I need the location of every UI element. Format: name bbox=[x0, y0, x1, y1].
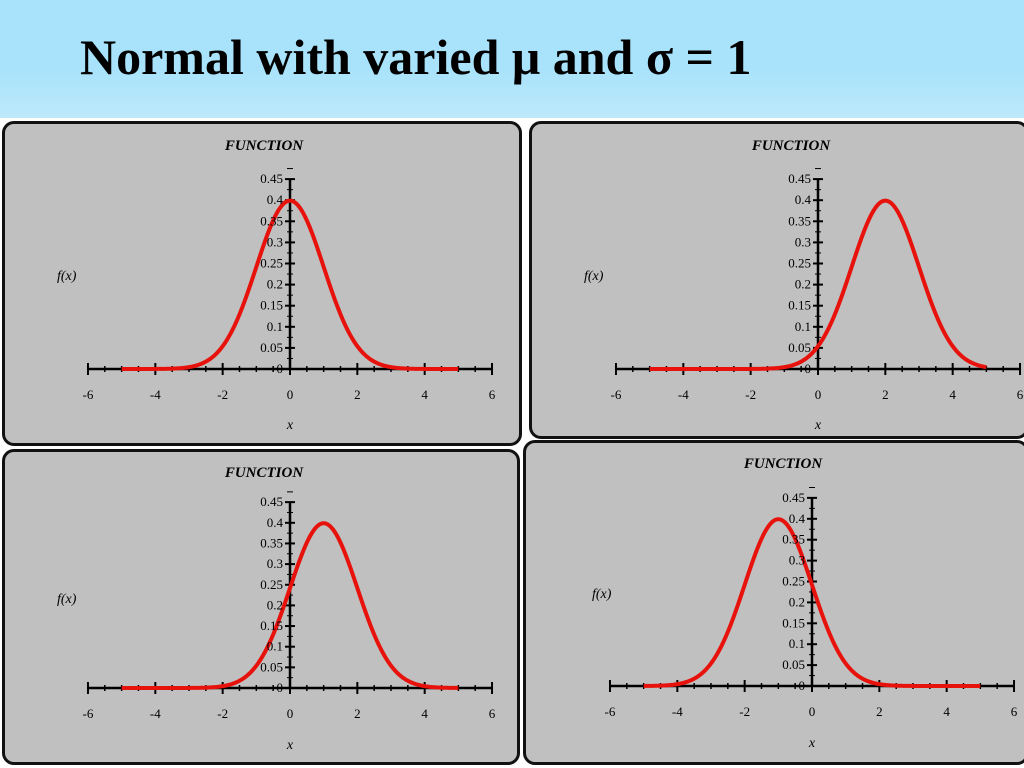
density-curve bbox=[120, 521, 460, 690]
chart-4: FUNCTION f(x) x -6 -4 -2 0 2 4 6 0 0.05 0.1 0.15 0.2 0.… bbox=[592, 456, 1018, 751]
chart-3: FUNCTION f(x) x -6 -4 -2 0 2 4 6 0 0.05 0.1 0.15 0.2 0.… bbox=[57, 465, 496, 753]
y-tick-label: 0.35 bbox=[260, 535, 283, 550]
y-tick-label: 0 bbox=[805, 361, 812, 376]
y-tick-label: 0.2 bbox=[267, 597, 283, 612]
x-tick-label: 0 bbox=[287, 387, 294, 402]
y-tick-label: 0.3 bbox=[267, 234, 283, 249]
x-axis-label: x bbox=[808, 736, 816, 751]
x-tick-label: -2 bbox=[745, 387, 756, 402]
y-tick-label: 0.45 bbox=[782, 490, 805, 505]
x-tick-label: 4 bbox=[949, 387, 956, 402]
y-tick-label: 0.1 bbox=[789, 636, 805, 651]
x-tick-label: 2 bbox=[882, 387, 889, 402]
y-axis-label: f(x) bbox=[57, 592, 77, 607]
chart-title: FUNCTION bbox=[224, 138, 305, 154]
y-tick-label: 0.45 bbox=[788, 171, 811, 186]
y-tick-label: 0 bbox=[277, 361, 284, 376]
y-tick-label: 0.15 bbox=[782, 615, 805, 630]
x-tick-label: -6 bbox=[611, 387, 622, 402]
y-tick-label: 0.45 bbox=[260, 494, 283, 509]
y-tick-label: 0 bbox=[799, 678, 806, 693]
x-tick-label: 6 bbox=[489, 387, 496, 402]
y-tick-label: 0.35 bbox=[260, 213, 283, 228]
title-bar: Normal with varied μ and σ = 1 bbox=[0, 0, 1024, 118]
x-tick-label: -2 bbox=[217, 387, 228, 402]
y-tick-label: 0.4 bbox=[267, 192, 284, 207]
chart-title: FUNCTION bbox=[224, 465, 305, 481]
x-tick-label: -4 bbox=[678, 387, 689, 402]
x-tick-label: 0 bbox=[815, 387, 822, 402]
y-tick-label: 0 bbox=[277, 680, 284, 695]
x-tick-label: 4 bbox=[421, 706, 428, 721]
x-tick-label: -6 bbox=[605, 704, 616, 719]
chart-2: FUNCTION f(x) x -6 -4 -2 0 2 4 6 0 0.05 0.1 0.15 0.2 0.… bbox=[584, 138, 1024, 433]
y-tick-label: 0.2 bbox=[789, 594, 805, 609]
y-tick-label: 0.05 bbox=[260, 659, 283, 674]
y-tick-label: 0.05 bbox=[788, 340, 811, 355]
y-tick-label: 0.25 bbox=[260, 256, 283, 271]
y-tick-label: 0.3 bbox=[795, 234, 811, 249]
y-tick-label: 0.25 bbox=[260, 577, 283, 592]
chart-title: FUNCTION bbox=[751, 138, 832, 154]
y-axis-label: f(x) bbox=[592, 587, 612, 602]
x-axis-label: x bbox=[286, 738, 294, 753]
y-tick-label: 0.4 bbox=[789, 511, 806, 526]
x-tick-label: 0 bbox=[809, 704, 816, 719]
chart-title: FUNCTION bbox=[743, 456, 824, 472]
y-tick-label: 0.05 bbox=[260, 340, 283, 355]
chart-1: FUNCTION f(x) x -6 -4 -2 0 2 4 6 0 0.05 0.1 0.15 0.2 0.… bbox=[57, 138, 496, 433]
y-tick-label: 0.3 bbox=[789, 553, 805, 568]
x-tick-label: -6 bbox=[83, 387, 94, 402]
x-tick-label: -2 bbox=[739, 704, 750, 719]
y-tick-label: 0.1 bbox=[267, 319, 283, 334]
chart-panel-4: FUNCTION f(x) x -6 -4 -2 0 2 4 6 0 0.05 0.1 0.15 0.2 0.… bbox=[523, 440, 1024, 765]
y-tick-label: 0.25 bbox=[782, 574, 805, 589]
y-tick-label: 0.3 bbox=[267, 556, 283, 571]
y-tick-label: 0.35 bbox=[782, 532, 805, 547]
slide-title: Normal with varied μ and σ = 1 bbox=[80, 29, 752, 85]
y-tick-label: 0.1 bbox=[795, 319, 811, 334]
x-tick-label: -6 bbox=[83, 706, 94, 721]
x-tick-label: -4 bbox=[150, 387, 161, 402]
y-tick-label: 0.05 bbox=[782, 657, 805, 672]
chart-panel-3: FUNCTION f(x) x -6 -4 -2 0 2 4 6 0 0.05 0.1 0.15 0.2 0.… bbox=[2, 449, 520, 765]
density-curve bbox=[648, 198, 988, 371]
y-tick-label: 0.25 bbox=[788, 256, 811, 271]
x-tick-label: -4 bbox=[150, 706, 161, 721]
y-tick-label: 0.2 bbox=[267, 277, 283, 292]
x-tick-label: 4 bbox=[421, 387, 428, 402]
x-tick-label: 6 bbox=[1017, 387, 1024, 402]
y-tick-label: 0.1 bbox=[267, 639, 283, 654]
y-tick-label: 0.4 bbox=[795, 192, 812, 207]
y-tick-label: 0.15 bbox=[260, 618, 283, 633]
x-axis-label: x bbox=[286, 418, 294, 433]
chart-panel-1: FUNCTION f(x) x -6 -4 -2 0 2 4 6 0 0.05 0.1 0.15 0.2 0.… bbox=[2, 121, 522, 446]
x-tick-label: 6 bbox=[1011, 704, 1018, 719]
y-tick-label: 0.15 bbox=[260, 298, 283, 313]
x-tick-label: 2 bbox=[354, 706, 361, 721]
x-tick-label: -2 bbox=[217, 706, 228, 721]
y-axis-label: f(x) bbox=[584, 269, 604, 284]
density-curve bbox=[642, 517, 982, 688]
density-curve bbox=[120, 198, 460, 371]
x-axis-label: x bbox=[814, 418, 822, 433]
y-tick-label: 0.35 bbox=[788, 213, 811, 228]
y-tick-label: 0.4 bbox=[267, 515, 284, 530]
x-tick-label: 6 bbox=[489, 706, 496, 721]
x-tick-label: 4 bbox=[943, 704, 950, 719]
y-tick-label: 0.45 bbox=[260, 171, 283, 186]
x-tick-label: 2 bbox=[354, 387, 361, 402]
x-tick-label: 0 bbox=[287, 706, 294, 721]
y-tick-label: 0.15 bbox=[788, 298, 811, 313]
chart-panel-2: FUNCTION f(x) x -6 -4 -2 0 2 4 6 0 0.05 0.1 0.15 0.2 0.… bbox=[529, 121, 1024, 439]
y-tick-label: 0.2 bbox=[795, 277, 811, 292]
y-axis-label: f(x) bbox=[57, 269, 77, 284]
x-tick-label: -4 bbox=[672, 704, 683, 719]
x-tick-label: 2 bbox=[876, 704, 883, 719]
